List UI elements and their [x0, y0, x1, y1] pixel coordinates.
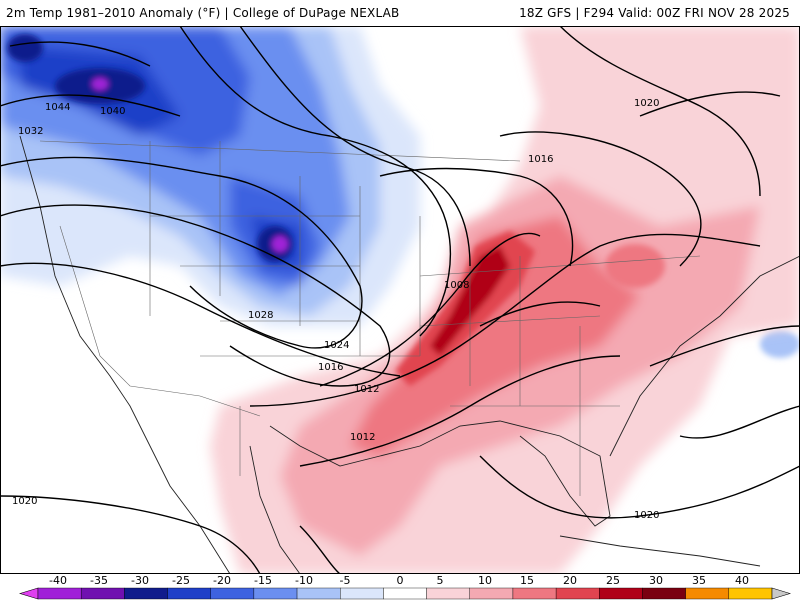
- colorbar-swatch: [469, 587, 514, 600]
- coastlines: [19, 135, 800, 574]
- colorbar-swatches: [18, 587, 792, 600]
- colorbar-tick: 35: [692, 574, 706, 587]
- colorbar-swatch: [728, 587, 773, 600]
- isobar-label: 1020: [12, 496, 37, 507]
- run-valid-time: 18Z GFS | F294 Valid: 00Z FRI NOV 28 202…: [519, 6, 790, 20]
- colorbar-tick: -15: [254, 574, 272, 587]
- political-borders: [39, 140, 701, 496]
- map-panel: 1044 1040 1032 1020 1016 1028 1024 1008 …: [0, 26, 800, 574]
- isobar-label: 1028: [248, 310, 273, 321]
- isobar-label: 1016: [318, 362, 343, 373]
- isobars: [0, 26, 800, 574]
- isobar-label: 1016: [528, 154, 553, 165]
- colorbar-swatch: [512, 587, 557, 600]
- isobar-label: 1040: [100, 106, 125, 117]
- colorbar-swatch: [80, 587, 125, 600]
- cold-core-shading: [7, 34, 800, 358]
- colorbar-swatch: [340, 587, 384, 600]
- colorbar-swatch: [296, 587, 341, 600]
- colorbar-arrow-left: [18, 587, 39, 600]
- colorbar-swatch: [426, 587, 470, 600]
- colorbar-tick: 30: [649, 574, 663, 587]
- colorbar-swatch: [383, 587, 427, 600]
- colorbar: -40 -35 -30 -25 -20 -15 -10 -5 0 5 10 15…: [0, 574, 800, 600]
- colorbar-tick: 15: [520, 574, 534, 587]
- colorbar-tick: -35: [90, 574, 108, 587]
- isobar-label: 1032: [18, 126, 43, 137]
- colorbar-tick: -30: [131, 574, 149, 587]
- colorbar-tick: 5: [436, 574, 444, 587]
- isobar-label: 1020: [634, 98, 659, 109]
- colorbar-swatch: [124, 587, 168, 600]
- colorbar-swatch: [210, 587, 255, 600]
- colorbar-tick: 20: [563, 574, 577, 587]
- colorbar-swatch: [253, 587, 298, 600]
- colorbar-tick: 0: [396, 574, 404, 587]
- colorbar-tick: -10: [295, 574, 313, 587]
- isobar-labels: 1044 1040 1032 1020 1016 1028 1024 1008 …: [12, 98, 659, 521]
- colorbar-tick: 10: [478, 574, 492, 587]
- colorbar-tick: 40: [735, 574, 749, 587]
- isobar-label: 1024: [324, 340, 349, 351]
- colorbar-arrow-right: [771, 587, 792, 600]
- colorbar-tick-labels: -40 -35 -30 -25 -20 -15 -10 -5 0 5 10 15…: [0, 574, 800, 587]
- colorbar-swatch: [599, 587, 643, 600]
- colorbar-tick: -40: [49, 574, 67, 587]
- colorbar-swatch: [642, 587, 686, 600]
- colorbar-tick: -20: [213, 574, 231, 587]
- colorbar-swatch: [555, 587, 600, 600]
- colorbar-tick: 25: [606, 574, 620, 587]
- colorbar-tick: -25: [172, 574, 190, 587]
- anomaly-map: 1044 1040 1032 1020 1016 1028 1024 1008 …: [0, 26, 800, 574]
- header: 2m Temp 1981–2010 Anomaly (°F) | College…: [0, 0, 800, 26]
- colorbar-swatch: [37, 587, 82, 600]
- isobar-label: 1012: [354, 384, 379, 395]
- isobar-label: 1044: [45, 102, 70, 113]
- isobar-label: 1020: [634, 510, 659, 521]
- colorbar-swatch: [685, 587, 730, 600]
- isobar-label: 1008: [444, 280, 469, 291]
- colorbar-swatch: [167, 587, 211, 600]
- map-title: 2m Temp 1981–2010 Anomaly (°F) | College…: [6, 6, 400, 20]
- colorbar-tick: -5: [339, 574, 351, 587]
- isobar-label: 1012: [350, 432, 375, 443]
